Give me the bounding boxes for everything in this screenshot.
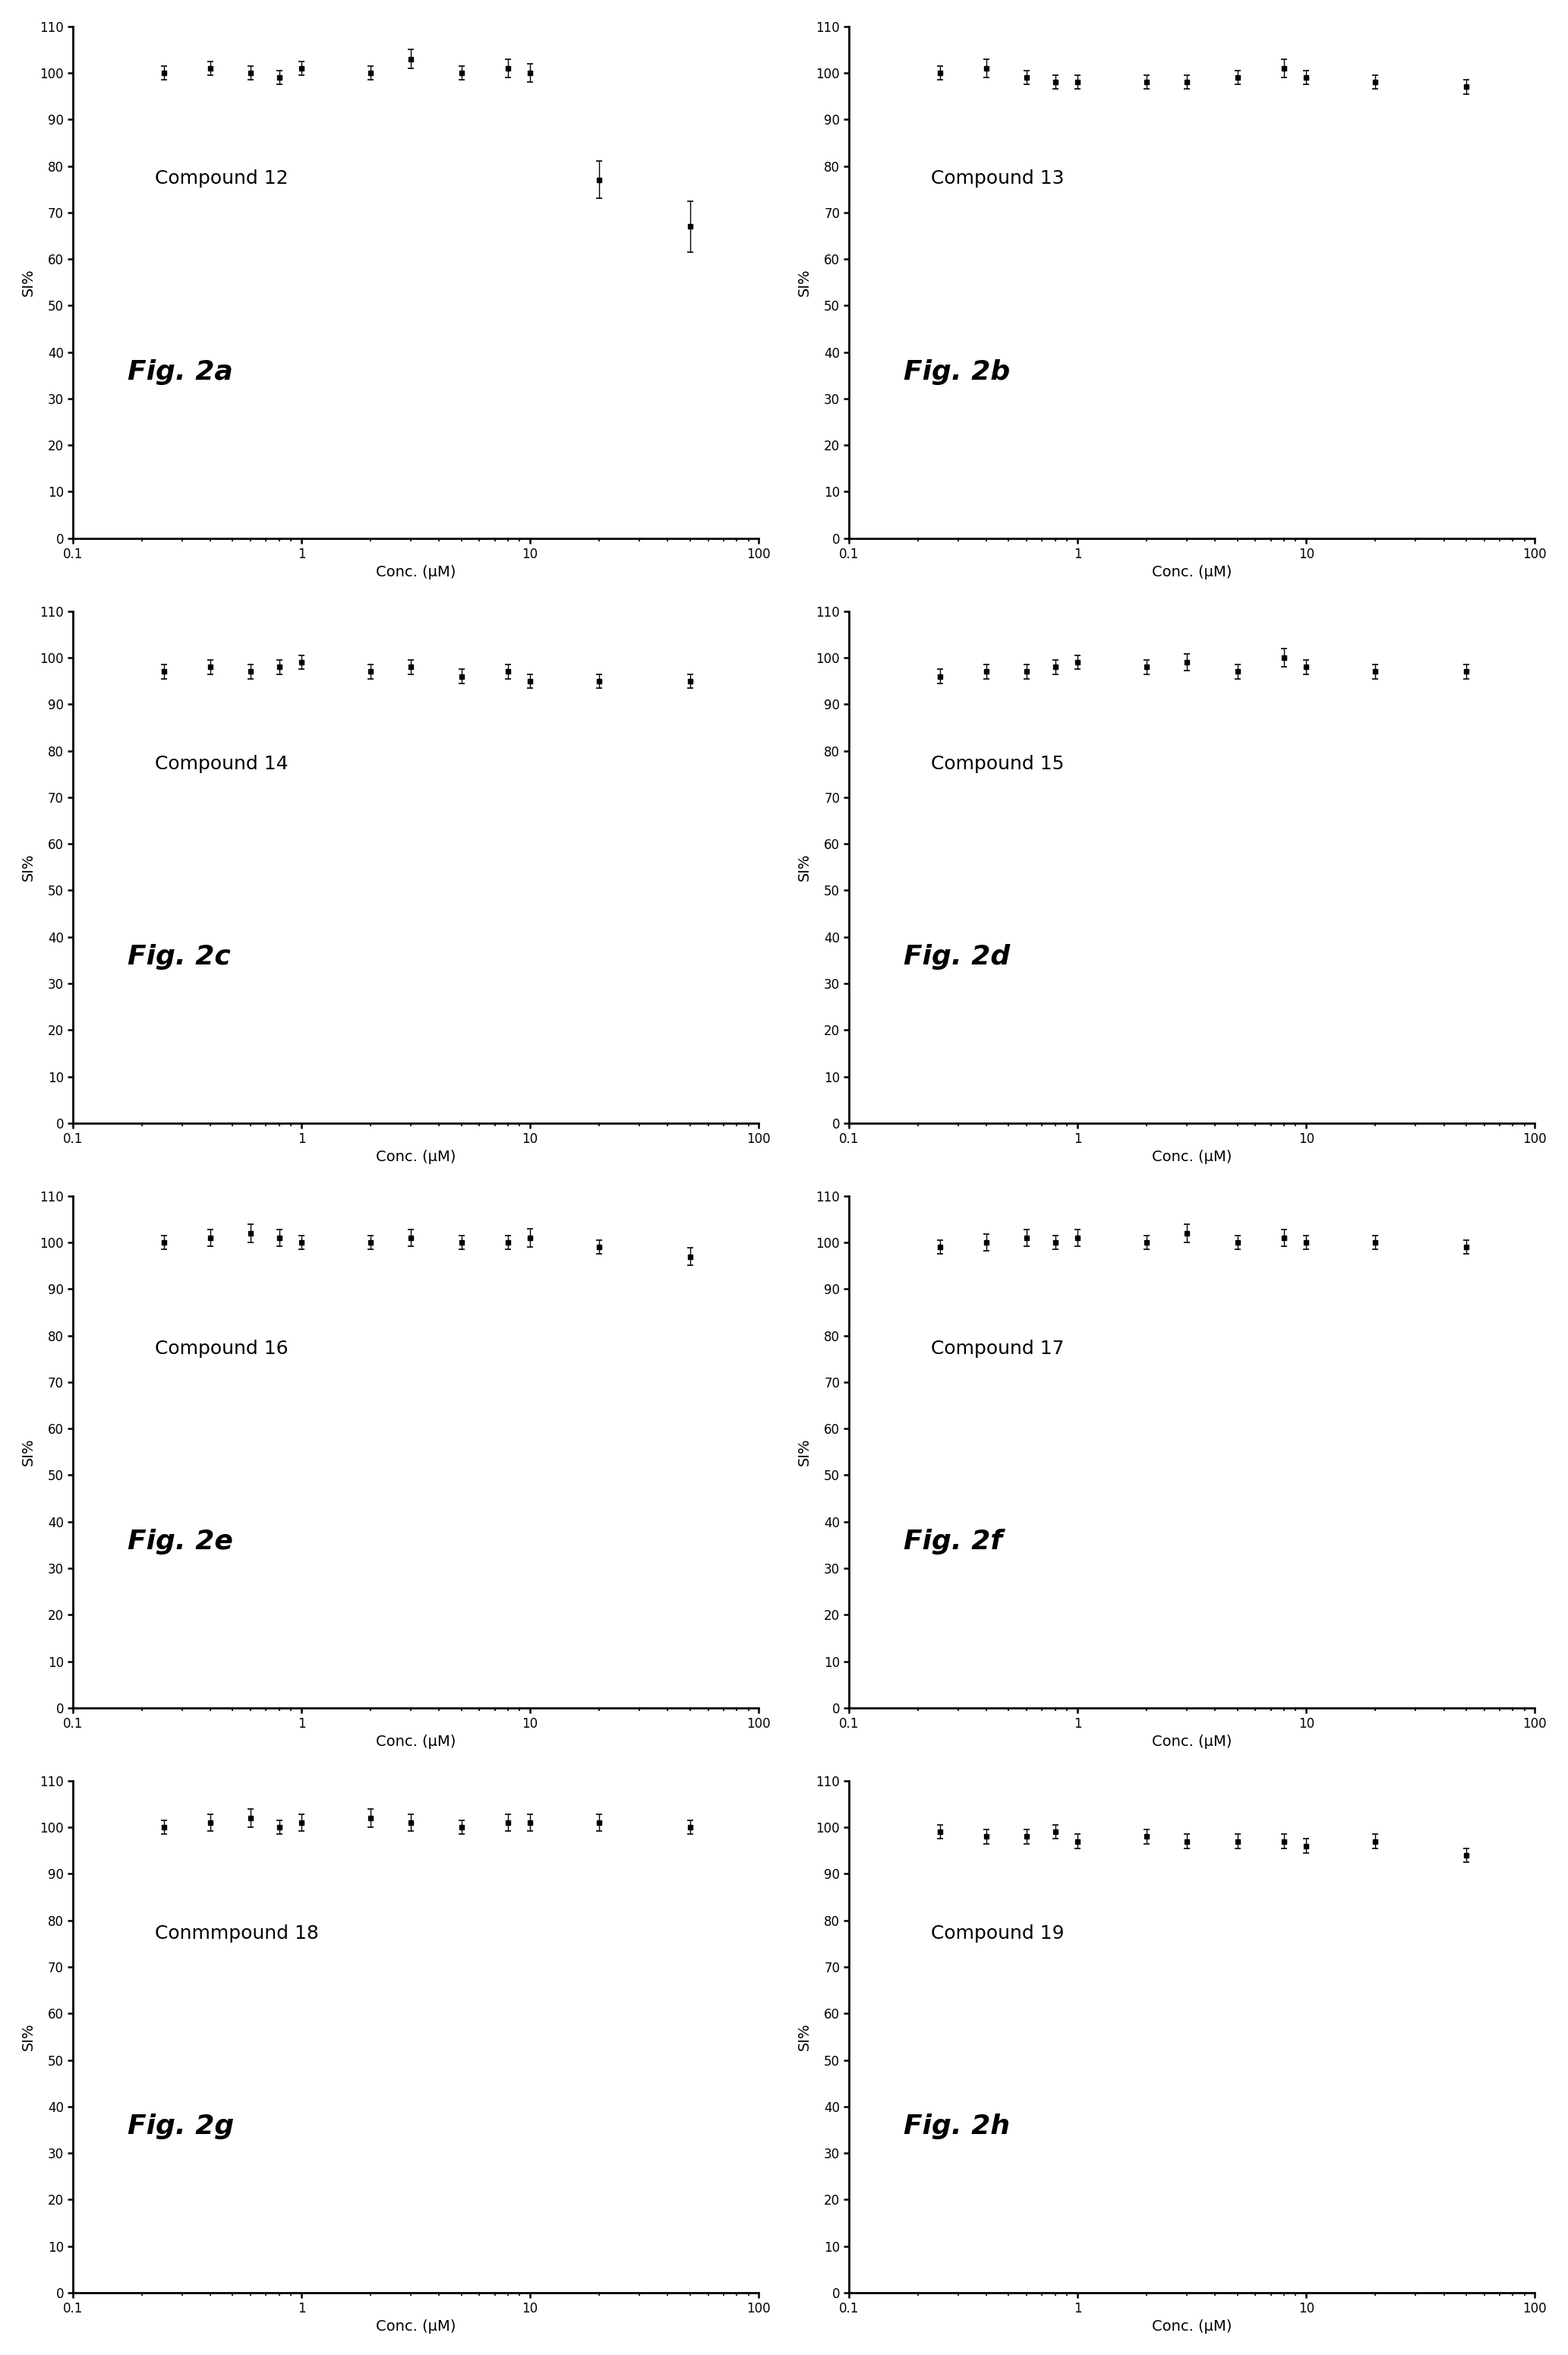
Text: Compound 16: Compound 16 (155, 1340, 289, 1356)
Y-axis label: SI%: SI% (20, 853, 36, 881)
X-axis label: Conc. (μM): Conc. (μM) (1152, 565, 1232, 579)
Text: Fig. 2g: Fig. 2g (127, 2112, 234, 2138)
Text: Fig. 2e: Fig. 2e (127, 1528, 234, 1554)
Y-axis label: SI%: SI% (797, 268, 812, 297)
Y-axis label: SI%: SI% (20, 1439, 36, 1465)
Text: Compound 12: Compound 12 (155, 170, 289, 188)
Text: Fig. 2f: Fig. 2f (903, 1528, 1002, 1554)
Text: Compound 14: Compound 14 (155, 754, 289, 772)
Text: Compound 19: Compound 19 (931, 1924, 1065, 1943)
X-axis label: Conc. (μM): Conc. (μM) (1152, 2320, 1232, 2334)
X-axis label: Conc. (μM): Conc. (μM) (1152, 1736, 1232, 1750)
Text: Fig. 2b: Fig. 2b (903, 358, 1010, 384)
Y-axis label: SI%: SI% (797, 853, 812, 881)
Text: Fig. 2d: Fig. 2d (903, 944, 1010, 970)
Text: Fig. 2a: Fig. 2a (127, 358, 234, 384)
Y-axis label: SI%: SI% (797, 1439, 812, 1465)
Text: Compound 15: Compound 15 (931, 754, 1065, 772)
Text: Compound 13: Compound 13 (931, 170, 1065, 188)
X-axis label: Conc. (μM): Conc. (μM) (376, 2320, 456, 2334)
Y-axis label: SI%: SI% (797, 2023, 812, 2051)
X-axis label: Conc. (μM): Conc. (μM) (376, 1736, 456, 1750)
Text: Fig. 2c: Fig. 2c (127, 944, 230, 970)
Text: Conmmpound 18: Conmmpound 18 (155, 1924, 318, 1943)
X-axis label: Conc. (μM): Conc. (μM) (376, 565, 456, 579)
Text: Fig. 2h: Fig. 2h (903, 2112, 1010, 2138)
X-axis label: Conc. (μM): Conc. (μM) (376, 1149, 456, 1163)
X-axis label: Conc. (μM): Conc. (μM) (1152, 1149, 1232, 1163)
Text: Compound 17: Compound 17 (931, 1340, 1065, 1356)
Y-axis label: SI%: SI% (20, 2023, 36, 2051)
Y-axis label: SI%: SI% (20, 268, 36, 297)
